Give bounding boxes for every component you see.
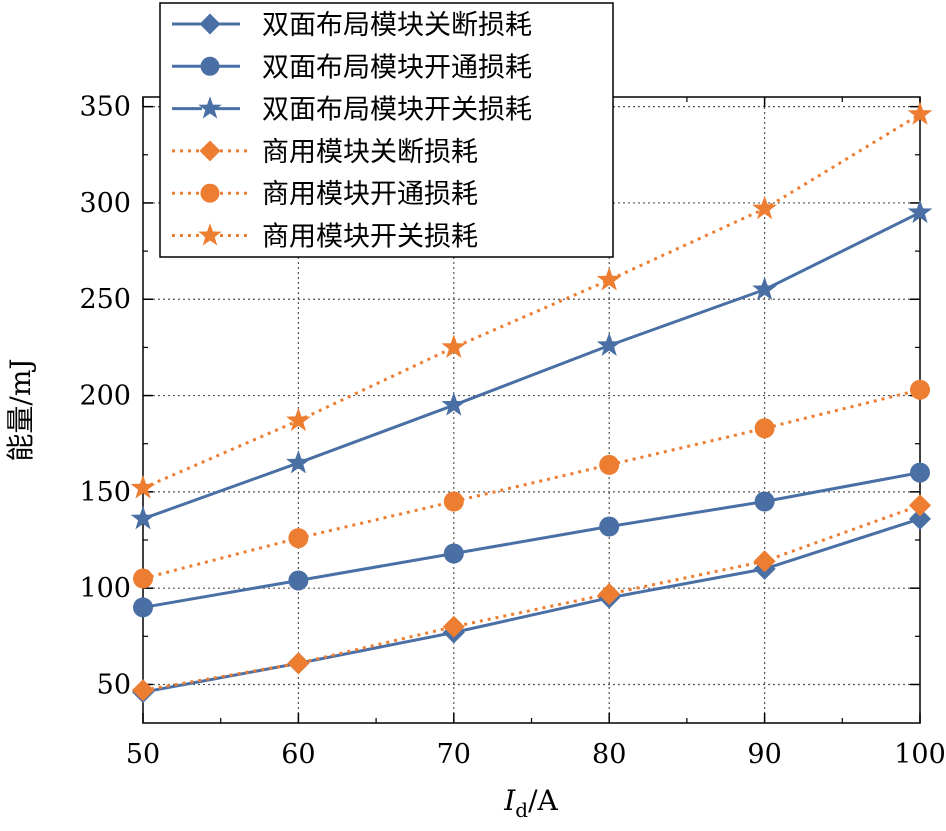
data-point-diamond xyxy=(287,652,310,675)
series-2 xyxy=(133,462,930,618)
x-axis-label: Id/A xyxy=(503,784,558,822)
legend-label: 商用模块关断损耗 xyxy=(262,137,478,168)
data-point-star xyxy=(286,449,311,474)
data-point-circle xyxy=(443,491,464,512)
series-4 xyxy=(132,494,931,702)
y-tick-label: 250 xyxy=(79,284,131,315)
x-tick-label: 50 xyxy=(126,739,160,770)
series-3 xyxy=(130,199,933,530)
data-point-circle xyxy=(754,491,775,512)
x-tick-label: 80 xyxy=(592,739,626,770)
data-point-star xyxy=(286,407,311,432)
x-tick-label: 100 xyxy=(894,739,946,770)
data-point-star xyxy=(596,266,622,291)
legend-label: 商用模块开关损耗 xyxy=(262,222,478,253)
series-line xyxy=(142,471,921,609)
data-point-circle xyxy=(599,454,620,475)
legend-label: 双面布局模块开关损耗 xyxy=(262,95,532,126)
axis-ticks: 50 60 70 80 90 100 50 100 150 200 250 300 350 xyxy=(79,92,945,770)
y-axis-label: 能量/mJ xyxy=(4,358,37,461)
legend-label: 双面布局模块关断损耗 xyxy=(262,10,532,41)
data-point-circle xyxy=(133,597,153,618)
data-point-diamond xyxy=(909,494,931,517)
legend-marker-diamond xyxy=(199,13,221,35)
data-point-circle xyxy=(443,543,464,564)
y-tick-label: 350 xyxy=(79,92,131,123)
x-axis-label-sub: d xyxy=(515,798,528,822)
x-axis-label-main: I xyxy=(503,784,516,817)
data-point-diamond xyxy=(442,615,465,638)
x-tick-label: 90 xyxy=(747,739,781,770)
data-point-diamond xyxy=(753,550,776,573)
data-point-star xyxy=(752,276,777,301)
y-tick-label: 200 xyxy=(79,381,131,412)
data-point-star xyxy=(752,195,777,220)
legend-marker-circle xyxy=(200,183,220,203)
series-layer xyxy=(130,101,933,704)
data-point-circle xyxy=(910,379,930,400)
data-point-diamond xyxy=(598,582,621,605)
data-point-star xyxy=(441,334,467,358)
data-point-star xyxy=(907,199,933,224)
data-point-star xyxy=(596,332,622,356)
data-point-circle xyxy=(288,528,309,549)
series-6 xyxy=(130,101,933,499)
data-point-star xyxy=(130,475,156,499)
data-point-star xyxy=(907,101,933,125)
series-5 xyxy=(133,379,930,589)
legend-marker-star xyxy=(198,223,222,246)
series-line xyxy=(142,517,921,694)
data-point-circle xyxy=(910,462,930,483)
series-line xyxy=(142,503,921,692)
data-point-diamond xyxy=(909,507,931,530)
y-tick-label: 50 xyxy=(97,669,131,700)
y-tick-label: 150 xyxy=(79,477,131,508)
x-tick-label: 70 xyxy=(437,739,471,770)
legend-label: 双面布局模块开通损耗 xyxy=(262,52,532,83)
data-point-star xyxy=(130,505,156,530)
data-point-circle xyxy=(133,568,153,589)
data-point-star xyxy=(441,392,467,416)
legend-marker-diamond xyxy=(199,140,221,162)
x-axis-label-unit: /A xyxy=(528,784,558,817)
legend-box xyxy=(159,2,614,258)
legend-label: 商用模块开通损耗 xyxy=(262,179,478,210)
data-point-circle xyxy=(599,516,620,537)
y-tick-label: 100 xyxy=(79,573,131,604)
legend-marker-star xyxy=(198,96,222,119)
legend: 双面布局模块关断损耗双面布局模块开通损耗双面布局模块开关损耗商用模块关断损耗商用… xyxy=(159,2,614,258)
series-line xyxy=(142,113,921,490)
series-1 xyxy=(132,507,931,704)
series-line xyxy=(142,211,921,521)
series-line xyxy=(142,388,921,580)
data-point-circle xyxy=(288,570,309,591)
y-tick-label: 300 xyxy=(79,188,131,219)
x-tick-label: 60 xyxy=(281,739,315,770)
legend-marker-circle xyxy=(200,56,220,76)
data-point-diamond xyxy=(132,679,154,702)
data-point-circle xyxy=(754,418,775,439)
